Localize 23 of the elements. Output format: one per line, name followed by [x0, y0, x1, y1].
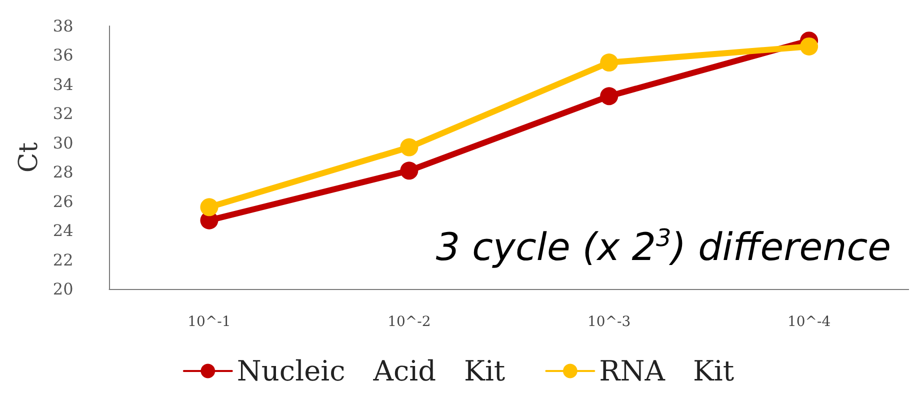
- legend-label: RNA Kit: [599, 354, 735, 388]
- y-tick-label: 26: [52, 192, 74, 211]
- point: [400, 162, 418, 180]
- point: [200, 198, 218, 216]
- legend-label: Nucleic Acid Kit: [236, 354, 506, 388]
- y-tick-label: 36: [52, 46, 74, 65]
- x-tick-label: 10^-1: [188, 314, 231, 330]
- y-axis-title: Ct: [14, 142, 44, 173]
- y-tick-label: 28: [52, 162, 74, 182]
- y-tick-label: 24: [52, 221, 74, 240]
- y-tick-label: 22: [52, 250, 74, 270]
- point: [600, 87, 618, 106]
- y-tick-label: 34: [52, 74, 74, 94]
- x-tick-label: 10^-4: [787, 314, 831, 330]
- point: [800, 37, 818, 56]
- x-tick-label: 10^-2: [388, 314, 431, 330]
- point: [400, 138, 418, 156]
- y-tick-label: 20: [52, 280, 74, 298]
- y-tick-label: 32: [52, 104, 74, 124]
- y-tick-label: 30: [52, 133, 74, 152]
- x-tick-label: 10^-3: [588, 314, 631, 330]
- point: [600, 54, 618, 72]
- y-tick-label: 38: [52, 16, 74, 36]
